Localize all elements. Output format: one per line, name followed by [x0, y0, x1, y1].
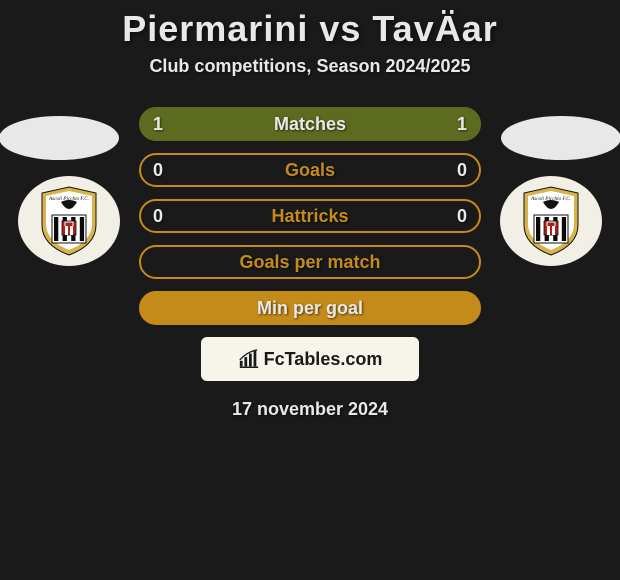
stat-row: Min per goal — [139, 291, 481, 325]
club-badge-right: Ascoli Picchio F.C. — [500, 176, 602, 266]
stat-value-right: 0 — [457, 206, 467, 227]
player-photo-left — [0, 116, 119, 160]
stat-value-left: 1 — [153, 114, 163, 135]
stat-label: Goals — [285, 160, 335, 181]
date-text: 17 november 2024 — [0, 399, 620, 420]
bar-chart-icon — [238, 348, 260, 370]
stat-row: 0 Goals 0 — [139, 153, 481, 187]
stat-value-left: 0 — [153, 160, 163, 181]
stat-rows: 1 Matches 1 0 Goals 0 0 Hattricks 0 Goals per mat… — [139, 107, 481, 325]
shield-icon: Ascoli Picchio F.C. — [520, 185, 582, 257]
player-photo-right — [501, 116, 620, 160]
stat-row: Goals per match — [139, 245, 481, 279]
brand-text: FcTables.com — [264, 349, 383, 370]
stat-value-right: 1 — [457, 114, 467, 135]
subtitle: Club competitions, Season 2024/2025 — [0, 56, 620, 77]
shield-icon: Ascoli Picchio F.C. — [38, 185, 100, 257]
page-title: Piermarini vs TavÄar — [0, 8, 620, 50]
fctables-logo: FcTables.com — [238, 348, 383, 370]
club-badge-left: Ascoli Picchio F.C. — [18, 176, 120, 266]
stat-row: 0 Hattricks 0 — [139, 199, 481, 233]
stat-label: Matches — [274, 114, 346, 135]
stat-label: Min per goal — [257, 298, 363, 319]
stat-label: Goals per match — [239, 252, 380, 273]
stat-row: 1 Matches 1 — [139, 107, 481, 141]
stat-value-left: 0 — [153, 206, 163, 227]
stat-label: Hattricks — [271, 206, 348, 227]
brand-box[interactable]: FcTables.com — [201, 337, 419, 381]
comparison-card: Piermarini vs TavÄar Club competitions, … — [0, 0, 620, 580]
stat-value-right: 0 — [457, 160, 467, 181]
